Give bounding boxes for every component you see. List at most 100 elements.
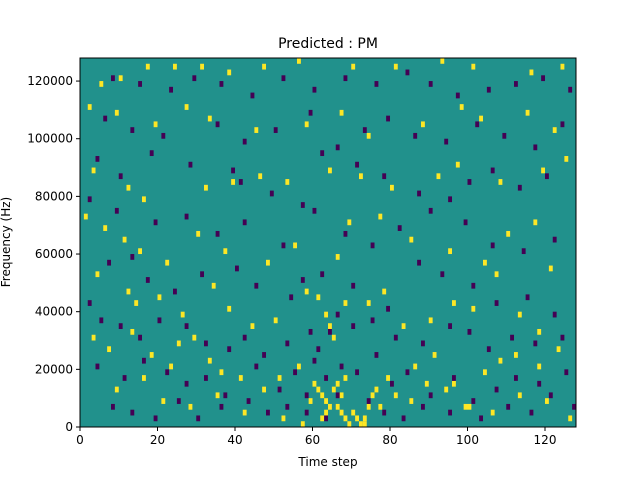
heatmap-cell-low xyxy=(428,207,433,214)
heatmap-cell-low xyxy=(374,81,379,87)
heatmap-cell-low xyxy=(355,369,360,376)
heatmap-cell-low xyxy=(514,375,518,381)
heatmap-cell-high xyxy=(525,109,530,116)
heatmap-cell-high xyxy=(347,219,352,226)
heatmap-cell-low xyxy=(572,403,577,410)
heatmap-cell-high xyxy=(568,415,573,422)
heatmap-cell-low xyxy=(118,173,123,180)
heatmap-cell-low xyxy=(316,346,321,353)
heatmap-cell-high xyxy=(304,121,309,128)
heatmap-cell-low xyxy=(157,317,162,324)
heatmap-cell-low xyxy=(490,242,495,249)
heatmap-cell-low xyxy=(118,323,123,329)
heatmap-cell-low xyxy=(304,409,309,416)
heatmap-cell-low xyxy=(219,403,224,410)
heatmap-cell-low xyxy=(320,271,325,278)
heatmap-cell-high xyxy=(413,363,418,370)
heatmap-cell-low xyxy=(428,81,433,87)
heatmap-cell-high xyxy=(479,115,484,122)
heatmap-cell-low xyxy=(200,271,205,278)
heatmap-cell-high xyxy=(297,58,301,64)
heatmap-cell-low xyxy=(300,277,305,283)
heatmap-cell-high xyxy=(378,403,383,410)
heatmap-cell-low xyxy=(99,317,104,324)
heatmap-cell-low xyxy=(95,156,100,162)
heatmap-cell-low xyxy=(421,403,425,410)
heatmap-cell-low xyxy=(289,294,294,301)
heatmap-cell-high xyxy=(471,63,476,70)
heatmap-cell-high xyxy=(215,392,220,399)
heatmap-cell-high xyxy=(401,323,406,329)
heatmap-cell-low xyxy=(510,334,515,341)
heatmap-cell-low xyxy=(366,398,371,404)
heatmap-cell-low xyxy=(254,282,259,289)
x-axis-label: Time step xyxy=(297,455,357,469)
heatmap-cell-low xyxy=(537,380,542,387)
y-axis: 0 20000 40000 60000 80000 100000 120000 xyxy=(27,74,80,434)
y-axis-label: Frequency (Hz) xyxy=(0,197,13,288)
heatmap-cell-high xyxy=(95,271,100,278)
heatmap-cell-high xyxy=(335,403,340,410)
heatmap-cell-high xyxy=(83,213,88,220)
heatmap-cell-high xyxy=(343,375,348,381)
heatmap-cell-high xyxy=(537,363,542,370)
heatmap-cell-high xyxy=(192,334,197,341)
heatmap-cell-high xyxy=(316,294,321,301)
heatmap-cell-low xyxy=(529,409,534,416)
heatmap-cell-low xyxy=(343,230,348,237)
heatmap-cell-low xyxy=(242,219,247,226)
heatmap-cell-low xyxy=(448,323,453,329)
heatmap-cell-high xyxy=(277,375,282,381)
heatmap-cell-high xyxy=(273,317,278,324)
heatmap-cell-high xyxy=(308,398,313,404)
heatmap-cell-high xyxy=(262,63,267,70)
heatmap-cell-low xyxy=(281,242,286,249)
x-tick-label: 0 xyxy=(76,433,84,447)
heatmap-cell-high xyxy=(339,109,344,116)
heatmap-cell-low xyxy=(262,352,267,358)
heatmap-cell-high xyxy=(494,271,499,278)
heatmap-cell-high xyxy=(176,340,181,347)
heatmap-cell-low xyxy=(304,392,309,399)
heatmap-cell-high xyxy=(138,248,143,255)
heatmap-cell-low xyxy=(494,300,499,306)
heatmap-cell-high xyxy=(324,311,329,318)
heatmap-cell-low xyxy=(471,398,476,404)
heatmap-cell-low xyxy=(475,121,480,128)
heatmap-cell-high xyxy=(409,236,414,243)
heatmap-cell-high xyxy=(339,392,344,399)
heatmap-cell-low xyxy=(494,386,499,393)
heatmap-cell-high xyxy=(386,375,391,381)
heatmap-cell-high xyxy=(552,127,557,133)
heatmap-cell-low xyxy=(149,150,154,157)
heatmap-cell-low xyxy=(343,75,348,82)
heatmap-cell-high xyxy=(293,242,298,249)
heatmap-cell-high xyxy=(490,409,495,416)
chart-title: Predicted : PM xyxy=(278,36,378,52)
heatmap-cell-high xyxy=(297,363,301,370)
heatmap-cell-high xyxy=(103,225,108,231)
heatmap-cell-low xyxy=(130,409,135,416)
heatmap-cell-high xyxy=(266,259,270,266)
heatmap-cell-low xyxy=(87,196,92,203)
heatmap-cell-high xyxy=(149,352,154,358)
heatmap-cell-high xyxy=(517,311,522,318)
heatmap-cell-low xyxy=(176,398,181,404)
heatmap-cell-high xyxy=(91,167,96,174)
heatmap-cell-low xyxy=(184,380,189,387)
heatmap-cell-high xyxy=(316,386,321,393)
heatmap-cell-high xyxy=(304,288,309,295)
y-tick-label: 40000 xyxy=(35,305,73,319)
heatmap-cell-low xyxy=(122,375,127,381)
heatmap-cell-high xyxy=(459,104,464,110)
heatmap-cell-high xyxy=(207,357,212,364)
heatmap-cell-high xyxy=(366,403,371,410)
heatmap-cell-low xyxy=(184,213,189,220)
heatmap-cell-low xyxy=(153,415,158,422)
heatmap-cell-low xyxy=(242,334,247,341)
heatmap-cell-low xyxy=(281,75,286,82)
heatmap-cell-low xyxy=(324,375,329,381)
heatmap-cell-high xyxy=(188,403,193,410)
heatmap-cell-low xyxy=(448,409,453,416)
heatmap-cell-high xyxy=(556,346,561,353)
